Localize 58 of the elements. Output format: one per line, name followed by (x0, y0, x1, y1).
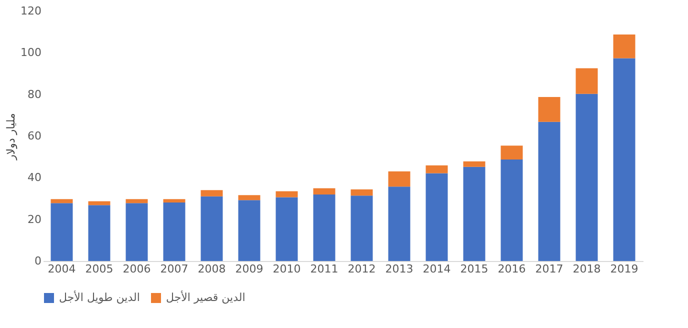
x-tick-label: 2011 (310, 262, 338, 276)
bar (88, 205, 110, 261)
bar (50, 199, 73, 204)
legend-label: الدين قصير الأجل (166, 290, 246, 304)
y-tick-label: 20 (28, 212, 42, 226)
legend-label: الدين طويل الأجل (59, 290, 140, 304)
bar (463, 166, 486, 261)
x-tick-label: 2016 (498, 262, 526, 276)
bar (276, 197, 298, 261)
bar (538, 97, 560, 122)
bar (613, 58, 636, 261)
y-tick-label: 100 (20, 46, 42, 60)
bar (613, 34, 636, 58)
x-tick-label: 2006 (122, 262, 151, 276)
x-tick-label: 2008 (198, 262, 226, 276)
bar (350, 189, 373, 196)
bar (88, 201, 110, 206)
y-tick-label: 40 (28, 171, 42, 184)
bar (200, 190, 223, 196)
y-tick-label: 0 (34, 254, 42, 268)
x-tick-label: 2010 (272, 262, 301, 276)
bar (313, 194, 336, 261)
bar (426, 165, 448, 174)
bar (50, 203, 73, 261)
x-tick-label: 2009 (235, 262, 264, 276)
bar (163, 202, 186, 261)
bar (350, 196, 373, 261)
bar (126, 199, 148, 204)
bar (500, 146, 523, 160)
bar (500, 160, 523, 261)
x-tick-label: 2005 (85, 262, 114, 276)
bar (576, 68, 598, 94)
bar (276, 191, 298, 198)
x-tick-label: 2012 (348, 262, 376, 276)
x-tick-label: 2007 (160, 262, 188, 276)
y-tick-label: 60 (28, 130, 42, 142)
bar (388, 186, 410, 261)
x-tick-label: 2014 (422, 262, 451, 276)
bar (238, 195, 260, 200)
y-tick-label: 120 (20, 4, 42, 18)
bar (163, 199, 186, 202)
bar (126, 203, 148, 261)
bar (463, 161, 486, 167)
y-tick-label: 80 (28, 88, 42, 101)
bar (238, 200, 260, 261)
x-tick-label: 2019 (610, 262, 638, 276)
bar (200, 196, 223, 261)
x-tick-label: 2004 (48, 262, 76, 276)
x-tick-label: 2015 (460, 262, 488, 276)
x-tick-label: 2018 (572, 262, 601, 276)
y-axis-title: مليار دولار (4, 112, 18, 161)
x-tick-label: 2017 (535, 262, 564, 276)
x-tick-label: 2013 (385, 262, 414, 276)
bar (538, 122, 560, 261)
bar (576, 94, 598, 261)
bar (313, 188, 336, 195)
bar (388, 171, 410, 187)
bar (426, 173, 448, 261)
